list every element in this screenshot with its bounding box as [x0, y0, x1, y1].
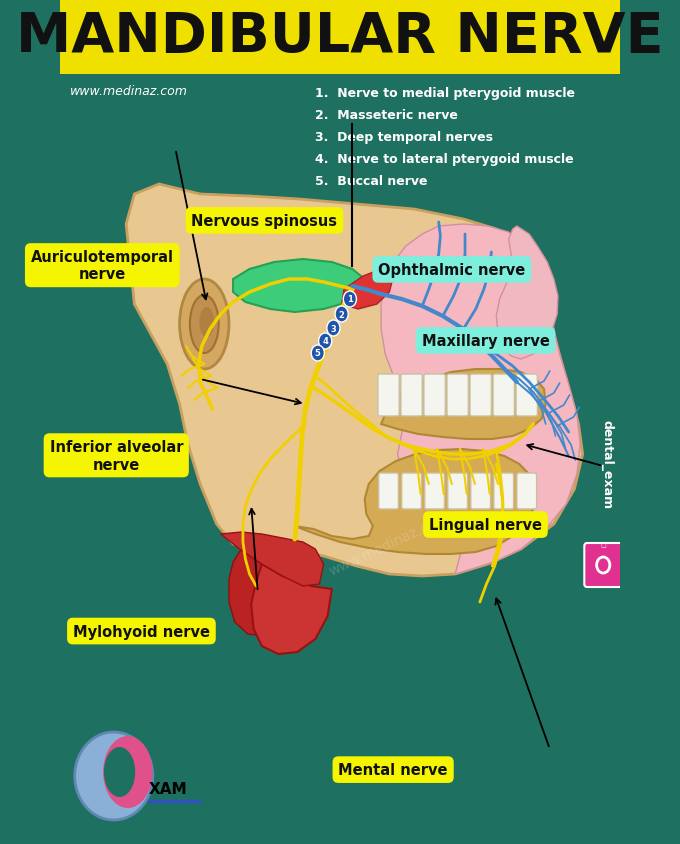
- Polygon shape: [229, 549, 290, 636]
- FancyBboxPatch shape: [425, 473, 445, 510]
- FancyBboxPatch shape: [517, 473, 537, 510]
- Ellipse shape: [343, 292, 356, 307]
- Text: 3: 3: [330, 324, 337, 333]
- Ellipse shape: [103, 736, 152, 808]
- Text: Mental nerve: Mental nerve: [339, 762, 448, 777]
- Text: Inferior alveolar
nerve: Inferior alveolar nerve: [50, 440, 183, 472]
- Text: ◻: ◻: [600, 540, 606, 546]
- FancyBboxPatch shape: [402, 473, 422, 510]
- FancyBboxPatch shape: [516, 375, 537, 416]
- FancyBboxPatch shape: [61, 75, 619, 190]
- Text: Nervous spinosus: Nervous spinosus: [192, 214, 337, 229]
- Text: 4: 4: [322, 337, 328, 346]
- Ellipse shape: [180, 279, 229, 370]
- FancyBboxPatch shape: [378, 375, 399, 416]
- Text: XAM: XAM: [149, 782, 188, 797]
- FancyBboxPatch shape: [493, 375, 514, 416]
- Polygon shape: [251, 565, 332, 654]
- Text: www.medinaz.com: www.medinaz.com: [327, 511, 452, 578]
- FancyBboxPatch shape: [401, 375, 422, 416]
- FancyBboxPatch shape: [447, 375, 469, 416]
- Polygon shape: [126, 185, 583, 576]
- FancyBboxPatch shape: [471, 473, 490, 510]
- FancyBboxPatch shape: [61, 0, 619, 75]
- Text: MANDIBULAR NERVE: MANDIBULAR NERVE: [16, 10, 664, 64]
- Text: 1.  Nerve to medial pterygoid muscle: 1. Nerve to medial pterygoid muscle: [316, 87, 575, 100]
- Text: Lingual nerve: Lingual nerve: [429, 517, 542, 533]
- Ellipse shape: [190, 295, 219, 354]
- Polygon shape: [381, 370, 545, 440]
- Text: Ophthalmic nerve: Ophthalmic nerve: [378, 262, 526, 278]
- Ellipse shape: [199, 307, 214, 338]
- Ellipse shape: [311, 345, 324, 361]
- Text: 1: 1: [347, 295, 353, 304]
- Text: 4.  Nerve to lateral pterygoid muscle: 4. Nerve to lateral pterygoid muscle: [316, 153, 574, 165]
- Ellipse shape: [327, 321, 340, 337]
- FancyBboxPatch shape: [447, 473, 468, 510]
- FancyBboxPatch shape: [470, 375, 492, 416]
- Polygon shape: [341, 270, 394, 310]
- Text: dental_exam: dental_exam: [601, 420, 614, 509]
- FancyBboxPatch shape: [424, 375, 445, 416]
- Text: 5: 5: [315, 349, 321, 358]
- FancyBboxPatch shape: [494, 473, 513, 510]
- Text: Maxillary nerve: Maxillary nerve: [422, 333, 549, 349]
- Polygon shape: [496, 227, 558, 360]
- FancyBboxPatch shape: [584, 544, 622, 587]
- Polygon shape: [294, 450, 536, 555]
- Ellipse shape: [319, 333, 332, 349]
- Ellipse shape: [104, 747, 135, 797]
- Polygon shape: [233, 260, 364, 312]
- Ellipse shape: [335, 306, 348, 322]
- FancyBboxPatch shape: [379, 473, 398, 510]
- Text: 3.  Deep temporal nerves: 3. Deep temporal nerves: [316, 131, 493, 143]
- Polygon shape: [221, 533, 324, 587]
- Text: www.medinaz.com: www.medinaz.com: [70, 85, 188, 98]
- Text: 5.  Buccal nerve: 5. Buccal nerve: [316, 175, 428, 187]
- Text: 2: 2: [339, 310, 345, 319]
- Text: Mylohyoid nerve: Mylohyoid nerve: [73, 624, 210, 639]
- Text: Auriculotemporal
nerve: Auriculotemporal nerve: [31, 250, 174, 282]
- Polygon shape: [381, 225, 580, 574]
- Text: 2.  Masseteric nerve: 2. Masseteric nerve: [316, 109, 458, 122]
- Ellipse shape: [75, 732, 153, 820]
